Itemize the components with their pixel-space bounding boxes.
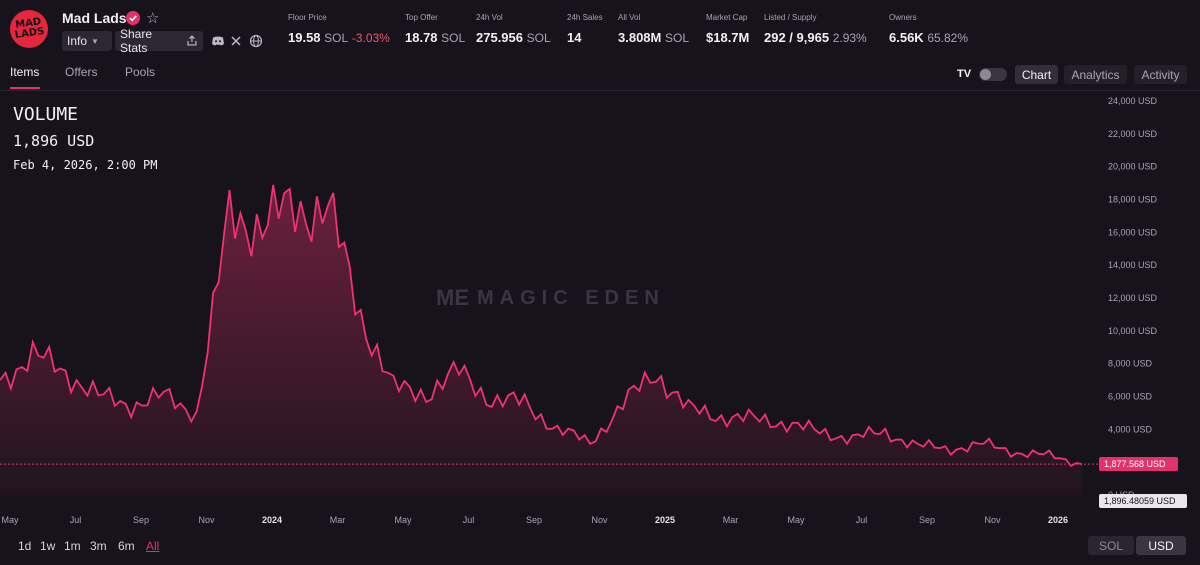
info-dropdown[interactable]: Info ▼: [62, 31, 112, 51]
x-tick-label: Sep: [919, 515, 935, 525]
x-tick-label: Jul: [463, 515, 475, 525]
floor-change: -3.03%: [351, 31, 390, 45]
stat-listed-supply: Listed / Supply 292 / 9,965 2.93%: [764, 13, 867, 45]
x-twitter-icon[interactable]: [229, 34, 243, 48]
x-tick-label: Sep: [133, 515, 149, 525]
collection-name[interactable]: Mad Lads: [62, 10, 127, 26]
share-stats-label: Share Stats: [120, 27, 153, 55]
x-tick-label: 2024: [262, 515, 282, 525]
hover-price-tag: 1,896.48059 USD: [1099, 494, 1187, 508]
legend-title: VOLUME: [13, 104, 79, 125]
legend-value: 1,896 USD: [13, 132, 95, 150]
verified-icon: [126, 11, 140, 25]
stat-market-cap: Market Cap $18.7M: [706, 13, 750, 45]
stat-all-vol: All Vol 3.808M SOL: [618, 13, 690, 45]
tab-offers[interactable]: Offers: [65, 65, 98, 79]
y-tick-label: 6,000 USD: [1108, 392, 1153, 402]
stat-owners: Owners 6.56K 65.82%: [889, 13, 969, 45]
x-tick-label: 2026: [1048, 515, 1068, 525]
unit-sol-button[interactable]: SOL: [1088, 536, 1134, 555]
range-1d[interactable]: 1d: [18, 539, 32, 553]
tradingview-logo: TV: [957, 68, 972, 80]
website-globe-icon[interactable]: [249, 34, 263, 48]
y-tick-label: 12,000 USD: [1108, 293, 1158, 303]
y-tick-label: 22,000 USD: [1108, 129, 1158, 139]
x-tick-label: May: [1, 515, 19, 525]
chevron-down-icon: ▼: [91, 36, 99, 46]
x-tick-label: May: [787, 515, 805, 525]
analytics-view-button[interactable]: Analytics: [1064, 65, 1127, 84]
x-tick-label: Sep: [526, 515, 542, 525]
x-tick-label: Nov: [198, 515, 215, 525]
y-tick-label: 18,000 USD: [1108, 195, 1158, 205]
stat-24h-vol: 24h Vol 275.956 SOL: [476, 13, 551, 45]
volume-area: [0, 184, 1082, 495]
x-tick-label: Nov: [591, 515, 608, 525]
y-tick-label: 16,000 USD: [1108, 227, 1158, 237]
unit-usd-button[interactable]: USD: [1136, 536, 1186, 555]
y-tick-label: 14,000 USD: [1108, 260, 1158, 270]
range-3m[interactable]: 3m: [90, 539, 107, 553]
share-icon: [187, 35, 197, 46]
header-divider: [0, 90, 1200, 91]
tab-pools[interactable]: Pools: [125, 65, 156, 79]
range-1m[interactable]: 1m: [64, 539, 81, 553]
range-all[interactable]: All: [146, 539, 160, 553]
y-tick-label: 8,000 USD: [1108, 359, 1153, 369]
x-tick-label: Mar: [330, 515, 346, 525]
stat-floor-price: Floor Price 19.58 SOL -3.03%: [288, 13, 390, 45]
discord-icon[interactable]: [211, 34, 225, 48]
active-tab-indicator: [10, 87, 40, 89]
y-tick-label: 10,000 USD: [1108, 326, 1158, 336]
x-tick-label: Jul: [70, 515, 82, 525]
x-tick-label: Nov: [984, 515, 1001, 525]
stat-top-offer: Top Offer 18.78 SOL: [405, 13, 466, 45]
magic-eden-watermark: ME MAGIC EDEN: [436, 285, 665, 311]
magic-eden-text: MAGIC EDEN: [477, 286, 665, 309]
stat-24h-sales: 24h Sales 14: [567, 13, 603, 45]
info-label: Info: [67, 34, 88, 48]
last-price-tag: 1,877.568 USD: [1099, 457, 1178, 471]
legend-date: Feb 4, 2026, 2:00 PM: [13, 158, 158, 172]
x-tick-label: Mar: [723, 515, 739, 525]
chart-toggle[interactable]: [979, 68, 1007, 81]
y-tick-label: 24,000 USD: [1108, 96, 1158, 106]
range-6m[interactable]: 6m: [118, 539, 135, 553]
y-tick-label: 4,000 USD: [1108, 424, 1153, 434]
favorite-star-icon[interactable]: ☆: [146, 10, 160, 27]
share-stats-button[interactable]: Share Stats: [115, 27, 203, 55]
x-tick-label: Jul: [856, 515, 868, 525]
collection-logo: MAD LADS: [10, 10, 48, 48]
volume-chart[interactable]: 24,000 USD 22,000 USD 20,000 USD 18,000 USD…: [0, 91, 1200, 531]
x-tick-label: May: [394, 515, 412, 525]
chart-view-button[interactable]: Chart: [1015, 65, 1058, 84]
tab-items[interactable]: Items: [10, 65, 40, 79]
x-tick-label: 2025: [655, 515, 675, 525]
volume-line: [0, 184, 1083, 468]
y-tick-label: 20,000 USD: [1108, 162, 1158, 172]
toggle-knob: [980, 69, 991, 80]
magic-eden-mark: ME: [436, 285, 469, 310]
range-1w[interactable]: 1w: [40, 539, 56, 553]
activity-view-button[interactable]: Activity: [1134, 65, 1187, 84]
